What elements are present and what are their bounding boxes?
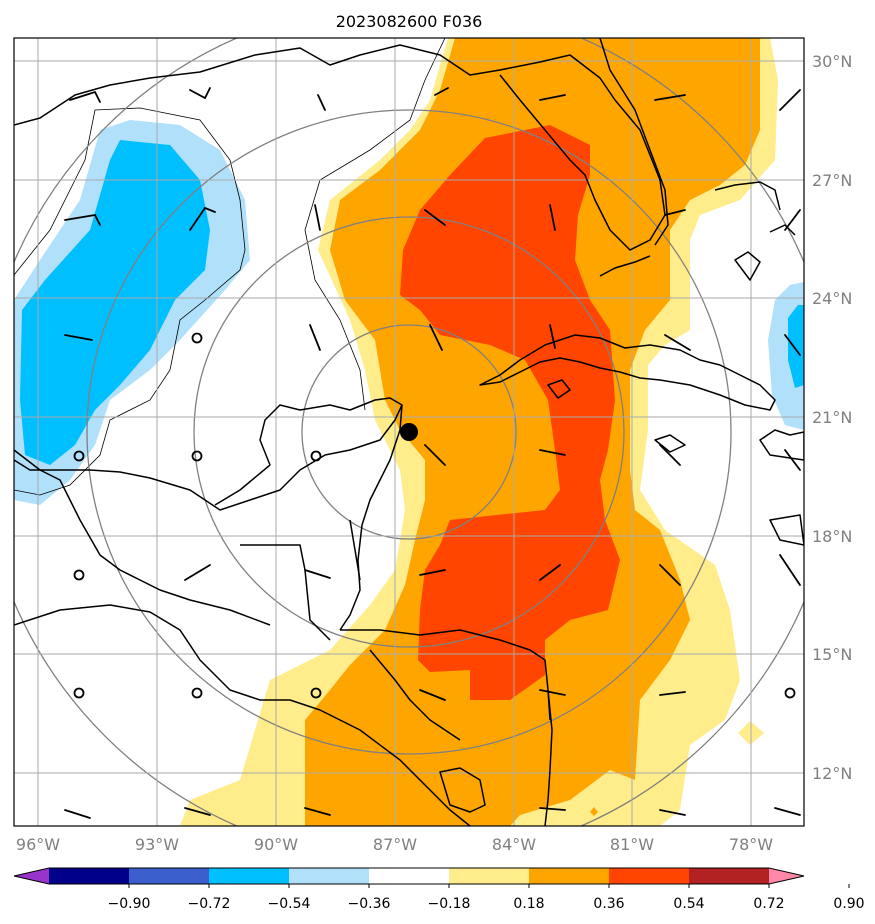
colorbar-tick-label: −0.54: [268, 896, 311, 912]
colorbar-tick-label: −0.72: [188, 896, 231, 912]
negative-anomaly-mid-west: [20, 140, 210, 465]
lat-label: 12°N: [812, 764, 852, 783]
colorbar-swatch: [609, 868, 690, 884]
colorbar-tick-label: −0.18: [428, 896, 471, 912]
longitude-labels: 96°W 93°W 90°W 87°W 84°W 81°W 78°W: [16, 835, 773, 854]
range-rings: [14, 38, 804, 826]
lat-label: 21°N: [812, 408, 852, 427]
colorbar-swatch: [129, 868, 210, 884]
colorbar-swatch: [689, 868, 770, 884]
colorbar-swatch: [529, 868, 610, 884]
colorbar: −0.90 −0.72 −0.54 −0.36 −0.18 0.18 0.36 0.54 0.7…: [13, 867, 865, 912]
lon-label: 87°W: [373, 835, 417, 854]
lon-label: 84°W: [492, 835, 536, 854]
lat-label: 18°N: [812, 527, 852, 546]
lat-label: 30°N: [812, 52, 852, 71]
colorbar-outline: [13, 867, 805, 885]
colorbar-swatch: [369, 868, 450, 884]
colorbar-tick-label: 0.36: [593, 896, 624, 912]
colorbar-tick-label: 0.90: [833, 896, 864, 912]
center-marker: [400, 423, 418, 441]
lat-label: 27°N: [812, 171, 852, 190]
lon-label: 78°W: [729, 835, 773, 854]
colorbar-swatch: [289, 868, 370, 884]
map-area: [14, 38, 804, 826]
colorbar-tick-label: 0.18: [513, 896, 544, 912]
lat-label: 15°N: [812, 645, 852, 664]
wind-barbs: [64, 87, 801, 819]
contour-line-central: [304, 38, 446, 411]
colorbar-swatch: [209, 868, 290, 884]
lon-label: 81°W: [610, 835, 654, 854]
coastlines: [14, 38, 804, 826]
colorbar-tick-label: −0.90: [108, 896, 151, 912]
colorbar-tick-label: 0.72: [753, 896, 784, 912]
colorbar-swatch: [449, 868, 530, 884]
lon-label: 93°W: [135, 835, 179, 854]
colorbar-swatch: [49, 868, 130, 884]
negative-anomaly-mid-east: [788, 305, 804, 388]
calm-wind-markers: [73, 332, 796, 699]
gridlines: [14, 38, 804, 826]
lat-label: 24°N: [812, 289, 852, 308]
colorbar-extend-low: [14, 868, 49, 884]
lon-label: 96°W: [16, 835, 60, 854]
positive-anomaly-dot: [590, 807, 598, 816]
positive-anomaly-high: [400, 125, 620, 700]
map-frame: [13, 37, 805, 827]
colorbar-extend-high: [769, 868, 804, 884]
latitude-labels: 30°N 27°N 24°N 21°N 18°N 15°N 12°N: [812, 52, 852, 783]
contour-line-west: [14, 107, 246, 496]
colorbar-tick-label: −0.36: [348, 896, 391, 912]
lon-label: 90°W: [254, 835, 298, 854]
colorbar-tick-label: 0.54: [673, 896, 704, 912]
map-title: 2023082600 F036: [336, 12, 483, 31]
